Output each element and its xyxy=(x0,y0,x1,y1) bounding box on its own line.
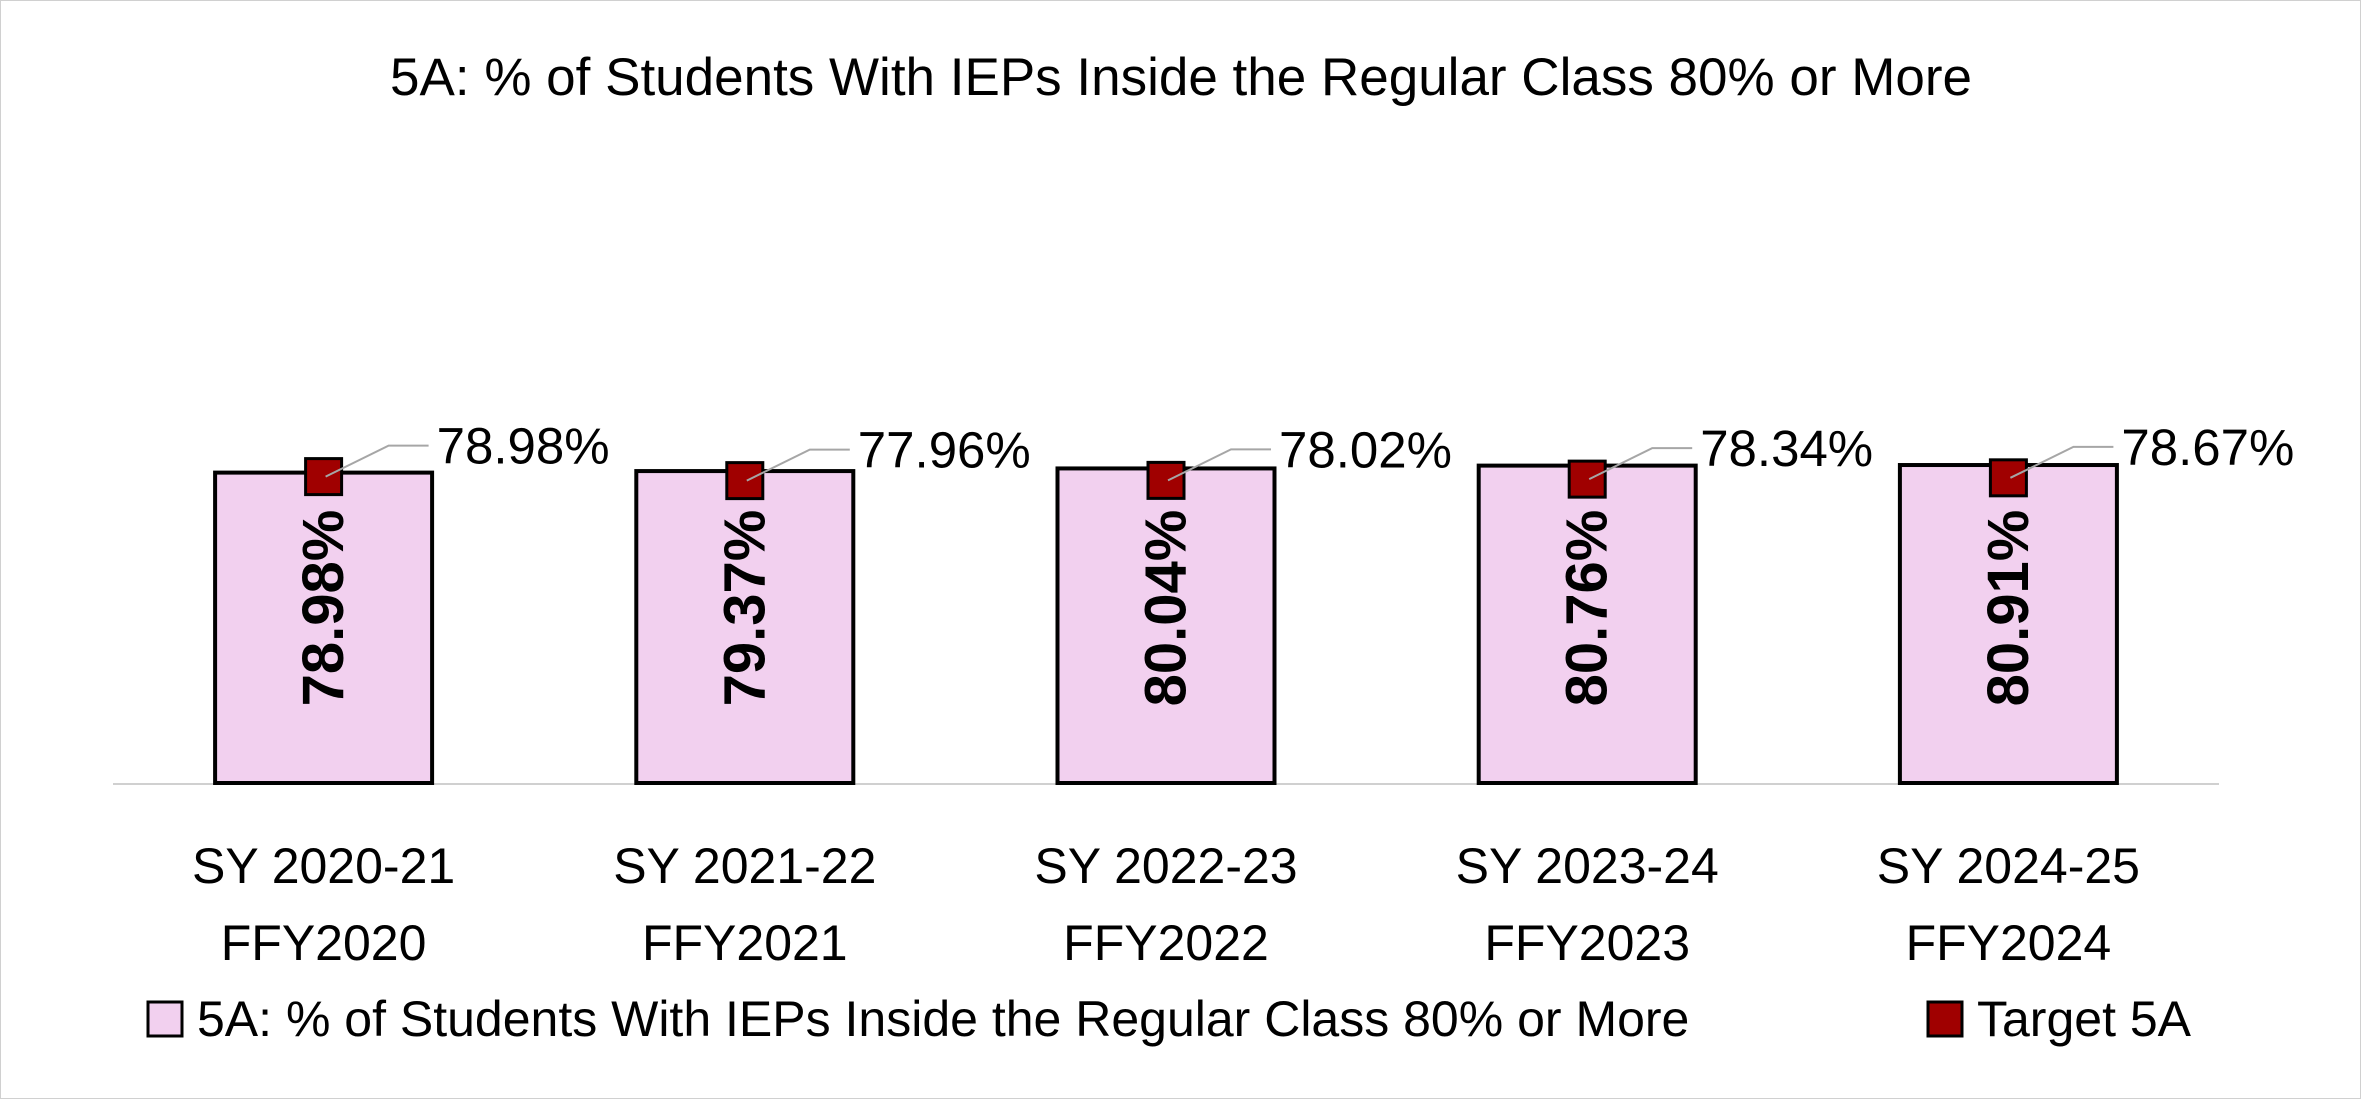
x-tick-label-3-line-1: SY 2022-23 xyxy=(1034,838,1297,894)
legend-swatch-bars xyxy=(146,1000,184,1038)
bar-data-label-3: 80.04% xyxy=(1134,510,1199,707)
x-tick-label-5-line-2: FFY2024 xyxy=(1906,915,2112,971)
x-tick-label-2-line-1: SY 2021-22 xyxy=(613,838,876,894)
target-marker-4 xyxy=(1567,459,1607,499)
target-marker-1 xyxy=(304,457,344,497)
target-data-label-4: 78.34% xyxy=(1700,420,1873,477)
x-tick-label-1-line-2: FFY2020 xyxy=(221,915,427,971)
x-tick-label-2-line-2: FFY2021 xyxy=(642,915,848,971)
target-leader-line-5 xyxy=(2009,445,2114,479)
bar-data-label-4: 80.76% xyxy=(1555,510,1620,707)
bar-data-label-2: 79.37% xyxy=(712,510,777,707)
bar-4 xyxy=(1476,463,1698,785)
target-data-label-3: 78.02% xyxy=(1279,421,1452,478)
chart-title: 5A: % of Students With IEPs Inside the R… xyxy=(390,48,1972,107)
target-marker-3 xyxy=(1146,460,1186,500)
x-tick-label-4-line-1: SY 2023-24 xyxy=(1456,838,1719,894)
target-marker-5 xyxy=(1988,458,2028,498)
target-leader-line-2 xyxy=(746,448,850,482)
plot-area: 78.98% 78.98% SY 2020-21 FFY2020 79.37% 77.96… xyxy=(113,418,2294,971)
bar-3 xyxy=(1055,466,1277,785)
target-marker-2 xyxy=(725,461,765,501)
x-tick-label-1-line-1: SY 2020-21 xyxy=(192,838,455,894)
legend-label-target: Target 5A xyxy=(1977,991,2192,1047)
legend: 5A: % of Students With IEPs Inside the R… xyxy=(146,991,2192,1047)
bar-1 xyxy=(213,470,435,785)
legend-label-bars: 5A: % of Students With IEPs Inside the R… xyxy=(197,991,1689,1047)
target-leader-line-3 xyxy=(1167,448,1271,482)
target-leader-line-1 xyxy=(325,444,429,478)
target-leader-line-4 xyxy=(1588,447,1693,481)
x-tick-label-3-line-2: FFY2022 xyxy=(1063,915,1269,971)
legend-swatch-target xyxy=(1926,1000,1964,1038)
bar-data-label-1: 78.98% xyxy=(291,510,356,707)
target-data-label-1: 78.98% xyxy=(437,418,610,475)
x-tick-label-5-line-1: SY 2024-25 xyxy=(1877,838,2140,894)
x-tick-label-4-line-2: FFY2023 xyxy=(1484,915,1690,971)
bar-data-label-5: 80.91% xyxy=(1976,510,2041,707)
target-data-label-5: 78.67% xyxy=(2121,419,2294,476)
target-data-label-2: 77.96% xyxy=(858,422,1031,479)
